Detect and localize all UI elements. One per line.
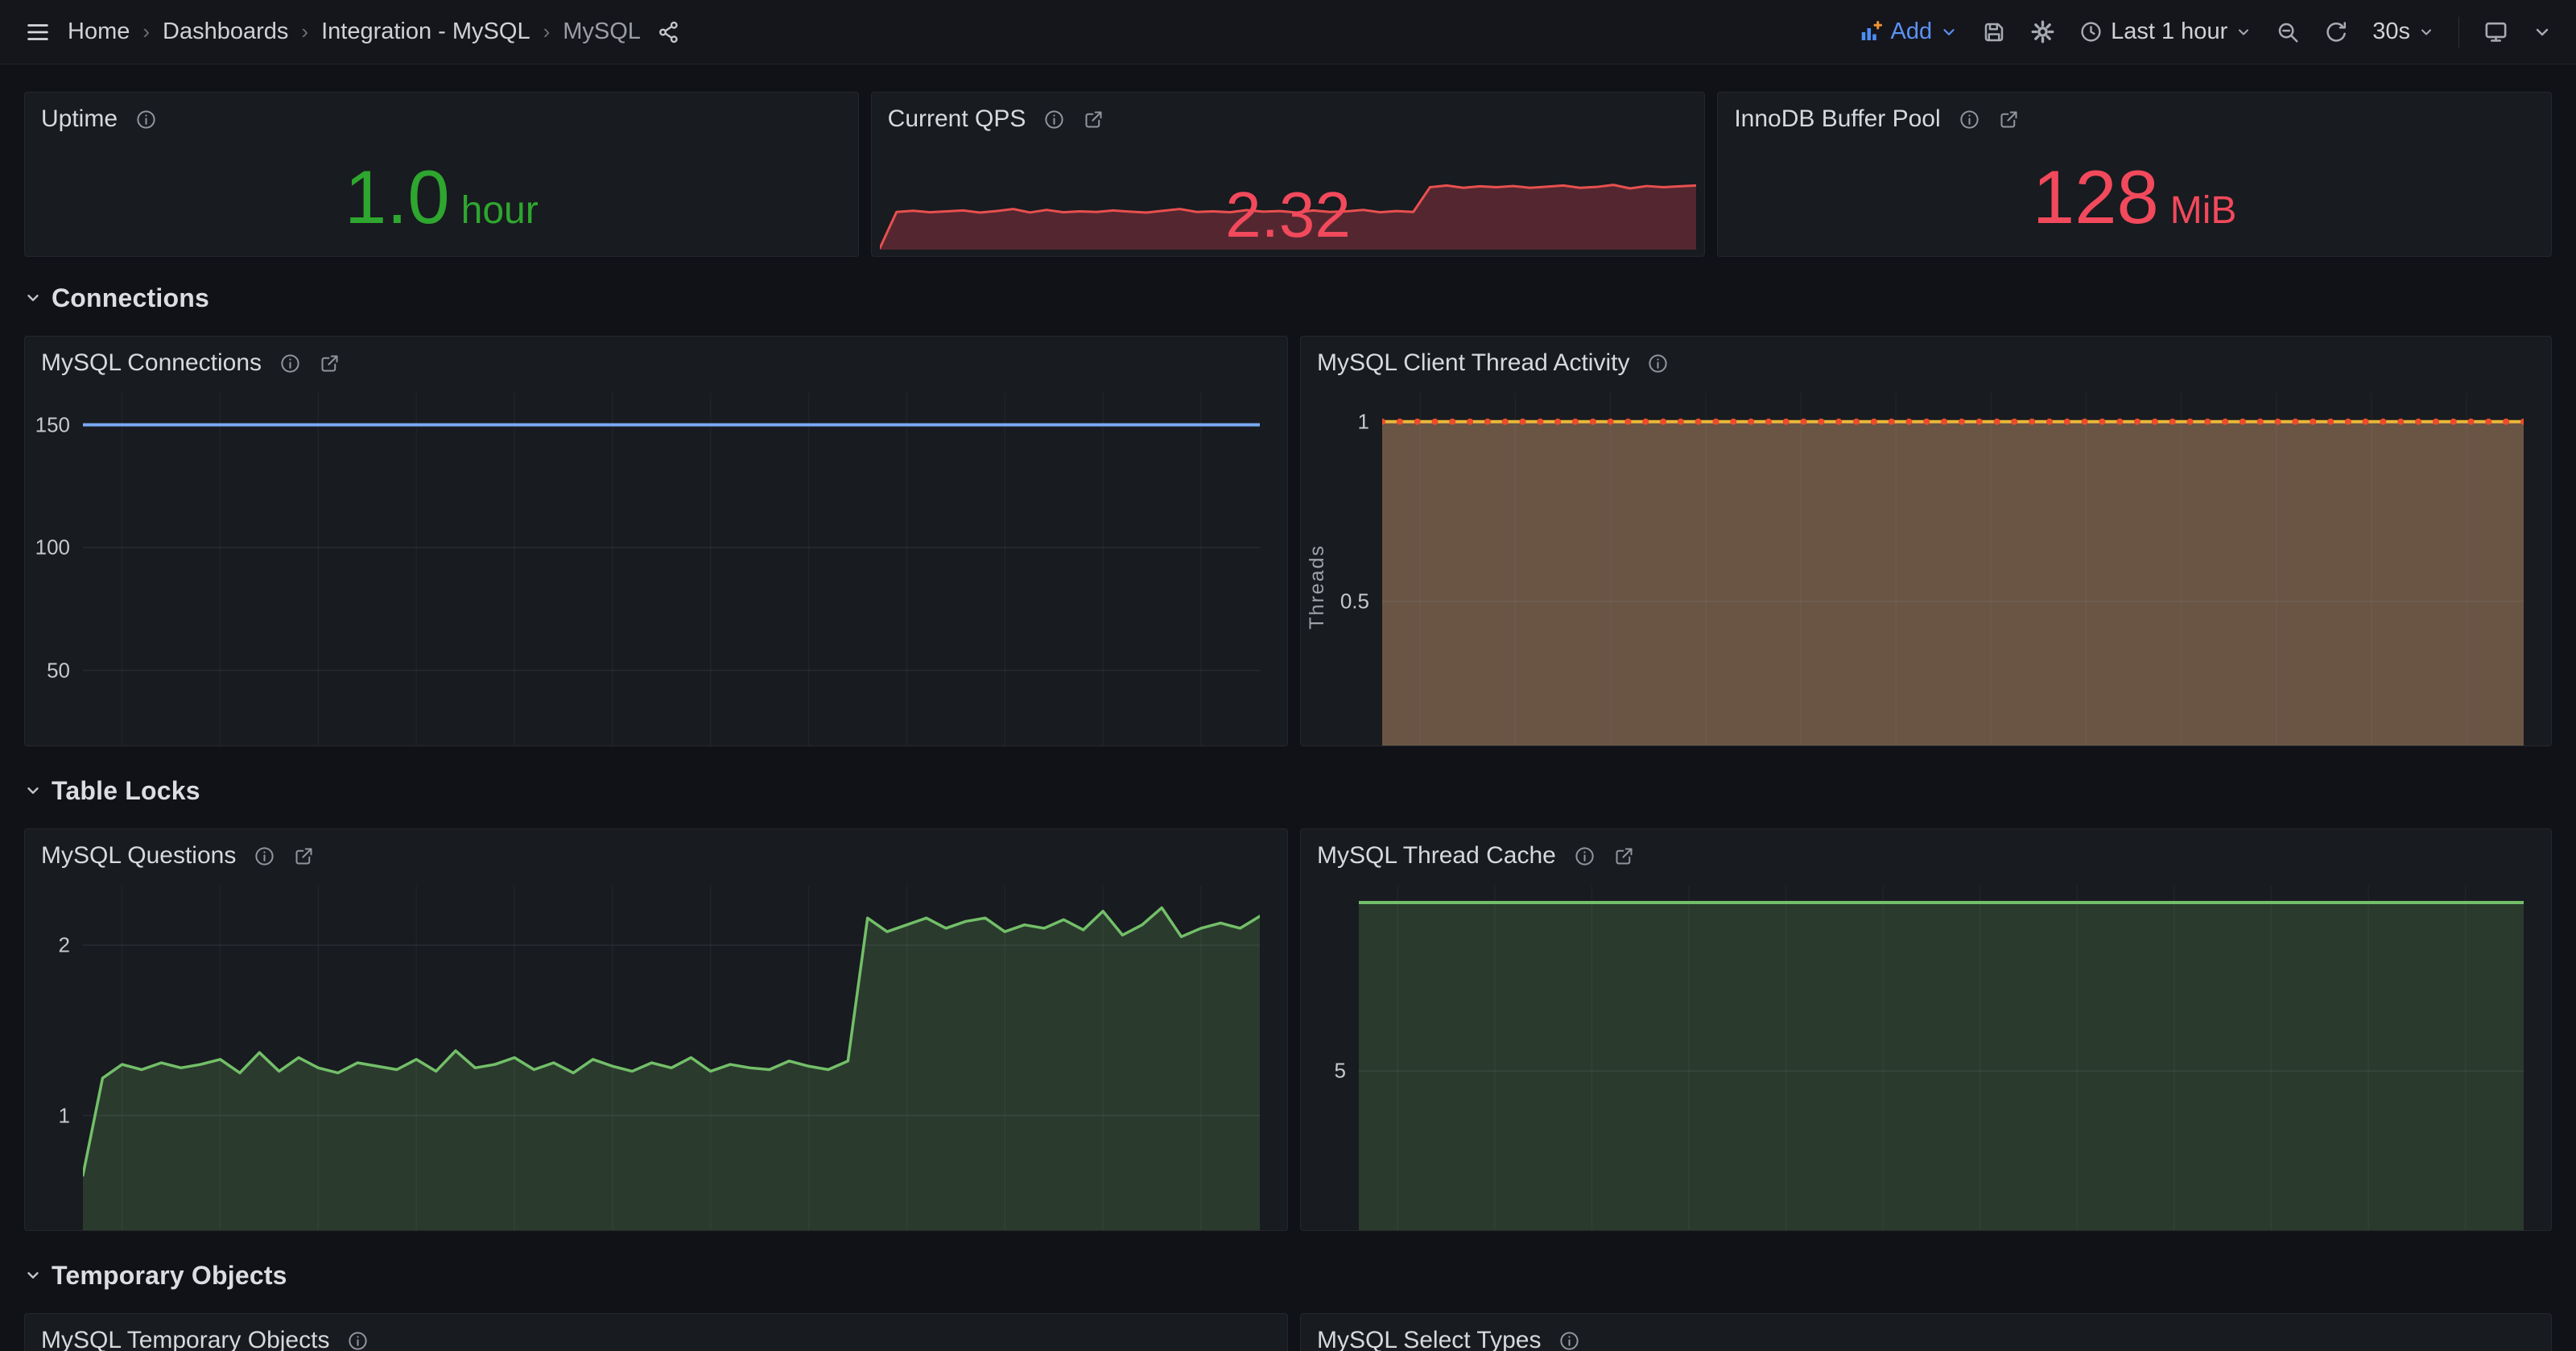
- time-range-label: Last 1 hour: [2111, 19, 2228, 44]
- clock-icon: [2081, 22, 2101, 42]
- panel-mysql-connections: MySQL Connections 050100150 03:1503:2003…: [24, 336, 1288, 746]
- y-axis: 00.51: [1340, 409, 1369, 614]
- info-icon[interactable]: [1959, 109, 1980, 130]
- external-link-icon[interactable]: [1998, 109, 2020, 130]
- zoom-out-time-icon[interactable]: [2276, 20, 2300, 44]
- section-title: Table Locks: [52, 775, 200, 805]
- chevron-down-icon: [24, 1266, 42, 1284]
- refresh-interval-label: 30s: [2372, 19, 2410, 44]
- external-link-icon[interactable]: [293, 845, 315, 867]
- panel-mysql-client-thread-activity: MySQL Client Thread Activity Threads 00.…: [1300, 336, 2552, 746]
- breadcrumb-separator: ›: [301, 19, 309, 43]
- chevron-down-icon: [2239, 29, 2249, 35]
- breadcrumb: Home › Dashboards › Integration - MySQL …: [68, 19, 641, 45]
- panel-title[interactable]: Uptime: [41, 105, 118, 132]
- qps-sparkline: [879, 173, 1697, 250]
- panel-title[interactable]: MySQL Thread Cache: [1317, 842, 1556, 869]
- y-axis-label: Threads: [1306, 544, 1328, 630]
- toolbar-more-chevron-icon[interactable]: [2533, 23, 2552, 42]
- dashboard-body: Uptime 1.0 hour Current QPS 2.32: [0, 92, 2576, 1351]
- panel-mysql-questions: MySQL Questions 012 03:1503:2003:2503:30…: [24, 828, 1288, 1231]
- panel-mysql-thread-cache: MySQL Thread Cache 05 03:1503:2003:2503:…: [1300, 828, 2552, 1231]
- time-range-picker[interactable]: Last 1 hour: [2079, 19, 2252, 45]
- section-title: Connections: [52, 283, 209, 312]
- time-series-plot[interactable]: [83, 886, 1260, 1230]
- panel-innodb-buffer-pool: InnoDB Buffer Pool 128 MiB: [1717, 92, 2553, 257]
- info-icon[interactable]: [279, 353, 301, 374]
- y-axis: 050100150: [35, 412, 70, 683]
- y-axis: 012: [58, 932, 70, 1128]
- panel-mysql-temporary-objects: MySQL Temporary Objects: [24, 1313, 1288, 1351]
- time-series-plot[interactable]: [83, 393, 1260, 746]
- external-link-icon[interactable]: [319, 353, 341, 374]
- stat-value: 1.0 hour: [344, 154, 539, 239]
- panel-mysql-select-types: MySQL Select Types: [1300, 1313, 2552, 1351]
- menu-hamburger-icon[interactable]: [24, 19, 52, 46]
- panel-current-qps: Current QPS 2.32: [870, 92, 1706, 257]
- info-icon[interactable]: [347, 1330, 369, 1351]
- chevron-down-icon: [2421, 29, 2431, 35]
- section-header-table-locks[interactable]: Table Locks: [24, 771, 2552, 811]
- external-link-icon[interactable]: [1613, 845, 1635, 867]
- info-icon[interactable]: [1574, 845, 1596, 867]
- info-icon[interactable]: [1558, 1330, 1580, 1351]
- kiosk-tv-icon[interactable]: [2483, 19, 2508, 44]
- breadcrumb-separator: ›: [142, 19, 151, 43]
- info-icon[interactable]: [1043, 109, 1065, 130]
- panel-title[interactable]: MySQL Questions: [41, 842, 237, 869]
- dashboard-settings-gear-icon[interactable]: [2030, 19, 2055, 44]
- section-header-connections[interactable]: Connections: [24, 278, 2552, 318]
- save-dashboard-icon[interactable]: [1982, 20, 2006, 44]
- panel-title[interactable]: MySQL Client Thread Activity: [1317, 349, 1630, 376]
- breadcrumb-folder[interactable]: Integration - MySQL: [321, 19, 530, 44]
- info-icon[interactable]: [254, 845, 275, 867]
- stat-value: 2.32: [1225, 178, 1351, 250]
- chevron-down-icon: [1943, 28, 1955, 35]
- external-link-icon[interactable]: [1083, 109, 1104, 130]
- breadcrumb-current: MySQL: [563, 19, 641, 44]
- panel-title[interactable]: InnoDB Buffer Pool: [1734, 105, 1941, 132]
- breadcrumb-dashboards[interactable]: Dashboards: [163, 19, 289, 44]
- section-header-temporary-objects[interactable]: Temporary Objects: [24, 1255, 2552, 1295]
- panel-title[interactable]: Current QPS: [887, 105, 1026, 132]
- y-axis: 05: [1334, 1058, 1346, 1083]
- panel-title[interactable]: MySQL Connections: [41, 349, 262, 376]
- chevron-down-icon: [24, 782, 42, 799]
- stat-value: 128 MiB: [2032, 154, 2237, 239]
- add-button[interactable]: Add: [1859, 19, 1959, 45]
- refresh-icon[interactable]: [2324, 20, 2348, 44]
- time-series-plot[interactable]: [1382, 393, 2524, 746]
- add-button-label: Add: [1890, 19, 1933, 44]
- panel-title[interactable]: MySQL Select Types: [1317, 1327, 1542, 1351]
- info-icon[interactable]: [1647, 353, 1669, 374]
- panel-uptime: Uptime 1.0 hour: [24, 92, 859, 257]
- chevron-down-icon: [24, 289, 42, 307]
- top-nav: Home › Dashboards › Integration - MySQL …: [0, 0, 2576, 64]
- toolbar-divider: [2458, 16, 2459, 48]
- share-icon[interactable]: [657, 20, 681, 44]
- breadcrumb-separator: ›: [543, 19, 551, 43]
- panel-title[interactable]: MySQL Temporary Objects: [41, 1327, 330, 1351]
- breadcrumb-home[interactable]: Home: [68, 19, 130, 44]
- section-title: Temporary Objects: [52, 1260, 287, 1290]
- info-icon[interactable]: [135, 109, 157, 130]
- add-panel-icon: [1861, 20, 1882, 40]
- refresh-interval-dropdown[interactable]: 30s: [2372, 19, 2434, 45]
- time-series-plot[interactable]: [1359, 886, 2524, 1230]
